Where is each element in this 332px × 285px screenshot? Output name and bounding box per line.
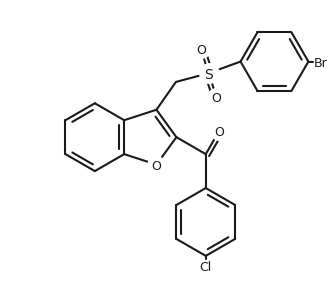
Text: O: O	[196, 44, 206, 58]
Text: Cl: Cl	[200, 261, 212, 274]
Text: O: O	[214, 126, 224, 139]
Text: Br: Br	[314, 57, 328, 70]
Text: S: S	[204, 68, 213, 82]
Text: O: O	[211, 92, 221, 105]
Text: O: O	[151, 160, 161, 173]
